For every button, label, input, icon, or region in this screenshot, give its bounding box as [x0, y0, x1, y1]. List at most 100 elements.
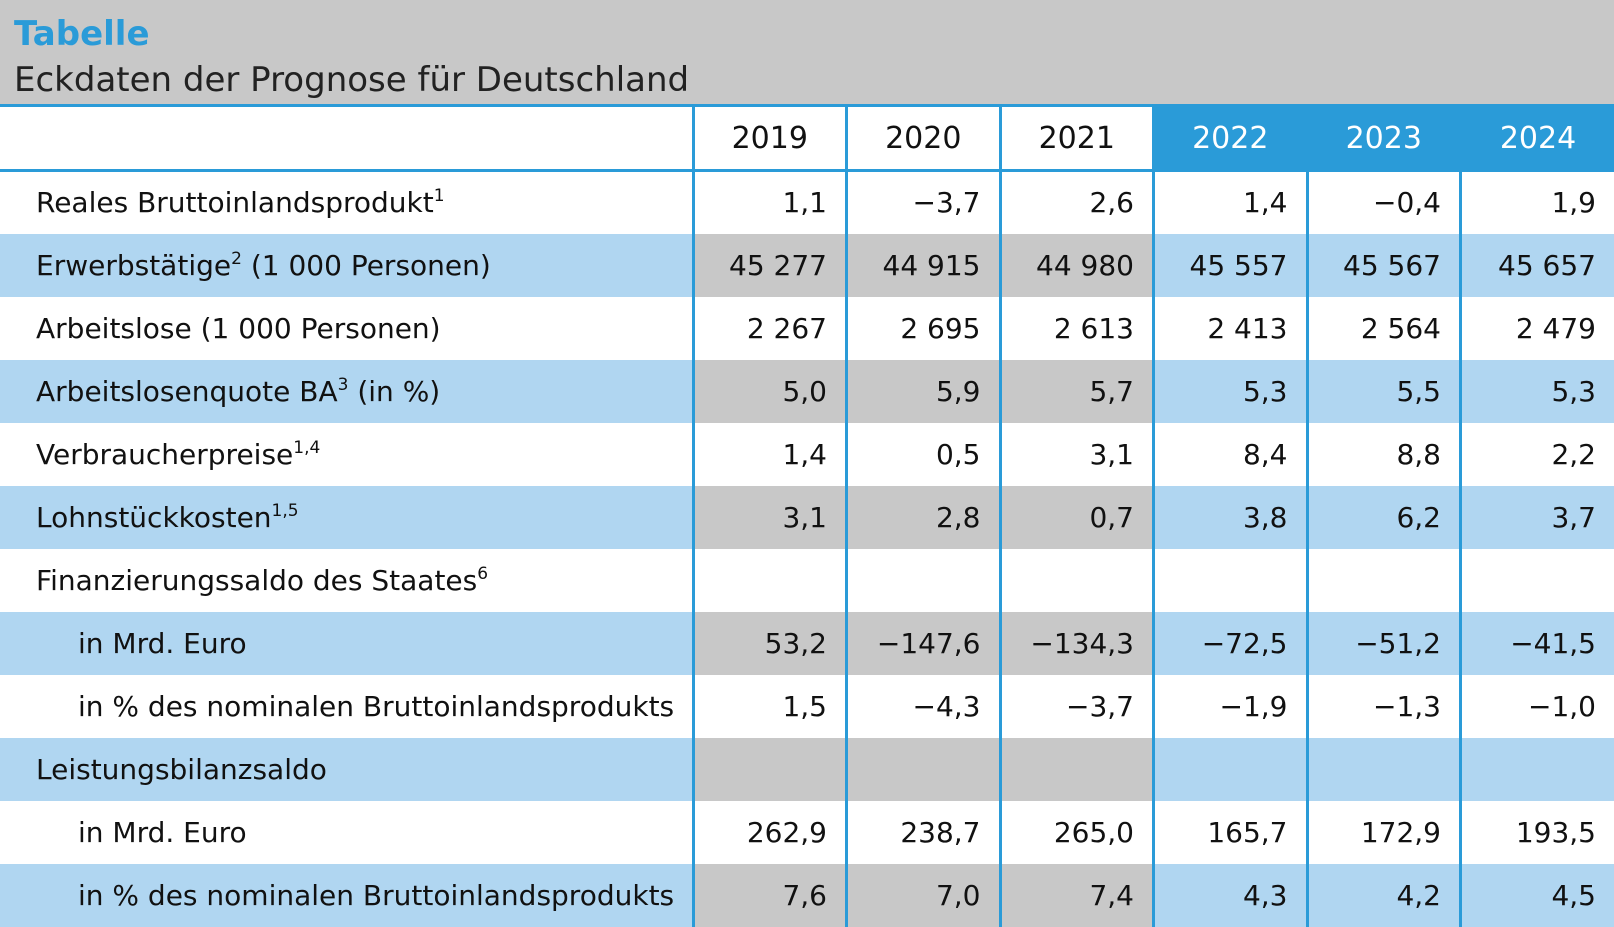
- footnote-marker: 1,4: [293, 438, 320, 458]
- value-cell: 2,8: [847, 486, 1001, 549]
- row-label: Finanzierungssaldo des Staates6: [0, 549, 693, 612]
- row-label-suffix: (1 000 Personen): [242, 249, 491, 282]
- value-cell: 2 695: [847, 297, 1001, 360]
- value-cell: 2 564: [1307, 297, 1461, 360]
- value-cell: 0,7: [1000, 486, 1154, 549]
- value-cell: 53,2: [693, 612, 847, 675]
- value-cell: 2 267: [693, 297, 847, 360]
- value-cell: 1,5: [693, 675, 847, 738]
- table-row: in % des nominalen Bruttoinlandsprodukts…: [0, 675, 1614, 738]
- value-cell: [1000, 738, 1154, 801]
- row-label-text: Arbeitslose (1 000 Personen): [36, 312, 441, 345]
- row-label-text: in Mrd. Euro: [78, 627, 247, 660]
- table-row: Finanzierungssaldo des Staates6: [0, 549, 1614, 612]
- value-cell: 44 980: [1000, 234, 1154, 297]
- value-cell: 4,3: [1154, 864, 1308, 927]
- value-cell: 0,5: [847, 423, 1001, 486]
- value-cell: −3,7: [847, 171, 1001, 234]
- row-label: Reales Bruttoinlandsprodukt1: [0, 171, 693, 234]
- value-cell: 6,2: [1307, 486, 1461, 549]
- value-cell: [1307, 549, 1461, 612]
- value-cell: 5,7: [1000, 360, 1154, 423]
- column-header: 2021: [1000, 106, 1154, 171]
- value-cell: 165,7: [1154, 801, 1308, 864]
- value-cell: 1,1: [693, 171, 847, 234]
- table-title: Eckdaten der Prognose für Deutschland: [14, 60, 689, 100]
- value-cell: 4,5: [1461, 864, 1614, 927]
- value-cell: −72,5: [1154, 612, 1308, 675]
- value-cell: 1,9: [1461, 171, 1614, 234]
- value-cell: −41,5: [1461, 612, 1614, 675]
- value-cell: [1461, 549, 1614, 612]
- value-cell: 3,1: [693, 486, 847, 549]
- value-cell: [1154, 549, 1308, 612]
- value-cell: 2,6: [1000, 171, 1154, 234]
- value-cell: 45 557: [1154, 234, 1308, 297]
- value-cell: 193,5: [1461, 801, 1614, 864]
- value-cell: [847, 738, 1001, 801]
- value-cell: [1154, 738, 1308, 801]
- column-header-forecast: 2023: [1307, 106, 1461, 171]
- row-label: Leistungsbilanzsaldo: [0, 738, 693, 801]
- value-cell: [1307, 738, 1461, 801]
- value-cell: −4,3: [847, 675, 1001, 738]
- value-cell: 262,9: [693, 801, 847, 864]
- value-cell: [693, 549, 847, 612]
- value-cell: 4,2: [1307, 864, 1461, 927]
- value-cell: 5,3: [1154, 360, 1308, 423]
- value-cell: 5,5: [1307, 360, 1461, 423]
- value-cell: 265,0: [1000, 801, 1154, 864]
- row-label-text: in % des nominalen Bruttoinlandsprodukts: [78, 879, 674, 912]
- value-cell: 45 567: [1307, 234, 1461, 297]
- row-label: Arbeitslosenquote BA3 (in %): [0, 360, 693, 423]
- row-label: in % des nominalen Bruttoinlandsprodukts: [0, 864, 693, 927]
- column-header-row: 2019 2020 2021 2022 2023 2024: [0, 106, 1614, 171]
- row-label-text: Verbraucherpreise: [36, 438, 293, 471]
- value-cell: 8,4: [1154, 423, 1308, 486]
- header-blank-cell: [0, 106, 693, 171]
- forecast-table: 2019 2020 2021 2022 2023 2024 Reales Bru…: [0, 104, 1614, 927]
- value-cell: 45 277: [693, 234, 847, 297]
- row-label: in % des nominalen Bruttoinlandsprodukts: [0, 675, 693, 738]
- value-cell: 1,4: [693, 423, 847, 486]
- value-cell: 3,8: [1154, 486, 1308, 549]
- table-header-area: Tabelle Eckdaten der Prognose für Deutsc…: [0, 0, 1614, 104]
- value-cell: 5,9: [847, 360, 1001, 423]
- value-cell: 2 413: [1154, 297, 1308, 360]
- footnote-marker: 1: [434, 186, 445, 206]
- column-header-forecast: 2022: [1154, 106, 1308, 171]
- row-label-text: Leistungsbilanzsaldo: [36, 753, 327, 786]
- value-cell: 7,6: [693, 864, 847, 927]
- row-label: in Mrd. Euro: [0, 801, 693, 864]
- value-cell: [693, 738, 847, 801]
- row-label-text: Arbeitslosenquote BA: [36, 375, 338, 408]
- column-header: 2020: [847, 106, 1001, 171]
- value-cell: 3,1: [1000, 423, 1154, 486]
- column-header: 2019: [693, 106, 847, 171]
- value-cell: [1000, 549, 1154, 612]
- value-cell: −3,7: [1000, 675, 1154, 738]
- value-cell: [1461, 738, 1614, 801]
- value-cell: −134,3: [1000, 612, 1154, 675]
- value-cell: 238,7: [847, 801, 1001, 864]
- table-row: in % des nominalen Bruttoinlandsprodukts…: [0, 864, 1614, 927]
- value-cell: 45 657: [1461, 234, 1614, 297]
- value-cell: 7,4: [1000, 864, 1154, 927]
- value-cell: 172,9: [1307, 801, 1461, 864]
- row-label-text: in % des nominalen Bruttoinlandsprodukts: [78, 690, 674, 723]
- footnote-marker: 3: [338, 375, 349, 395]
- value-cell: −1,3: [1307, 675, 1461, 738]
- value-cell: 5,0: [693, 360, 847, 423]
- value-cell: 7,0: [847, 864, 1001, 927]
- row-label: Lohnstückkosten1,5: [0, 486, 693, 549]
- value-cell: −1,0: [1461, 675, 1614, 738]
- table-kicker: Tabelle: [14, 14, 150, 54]
